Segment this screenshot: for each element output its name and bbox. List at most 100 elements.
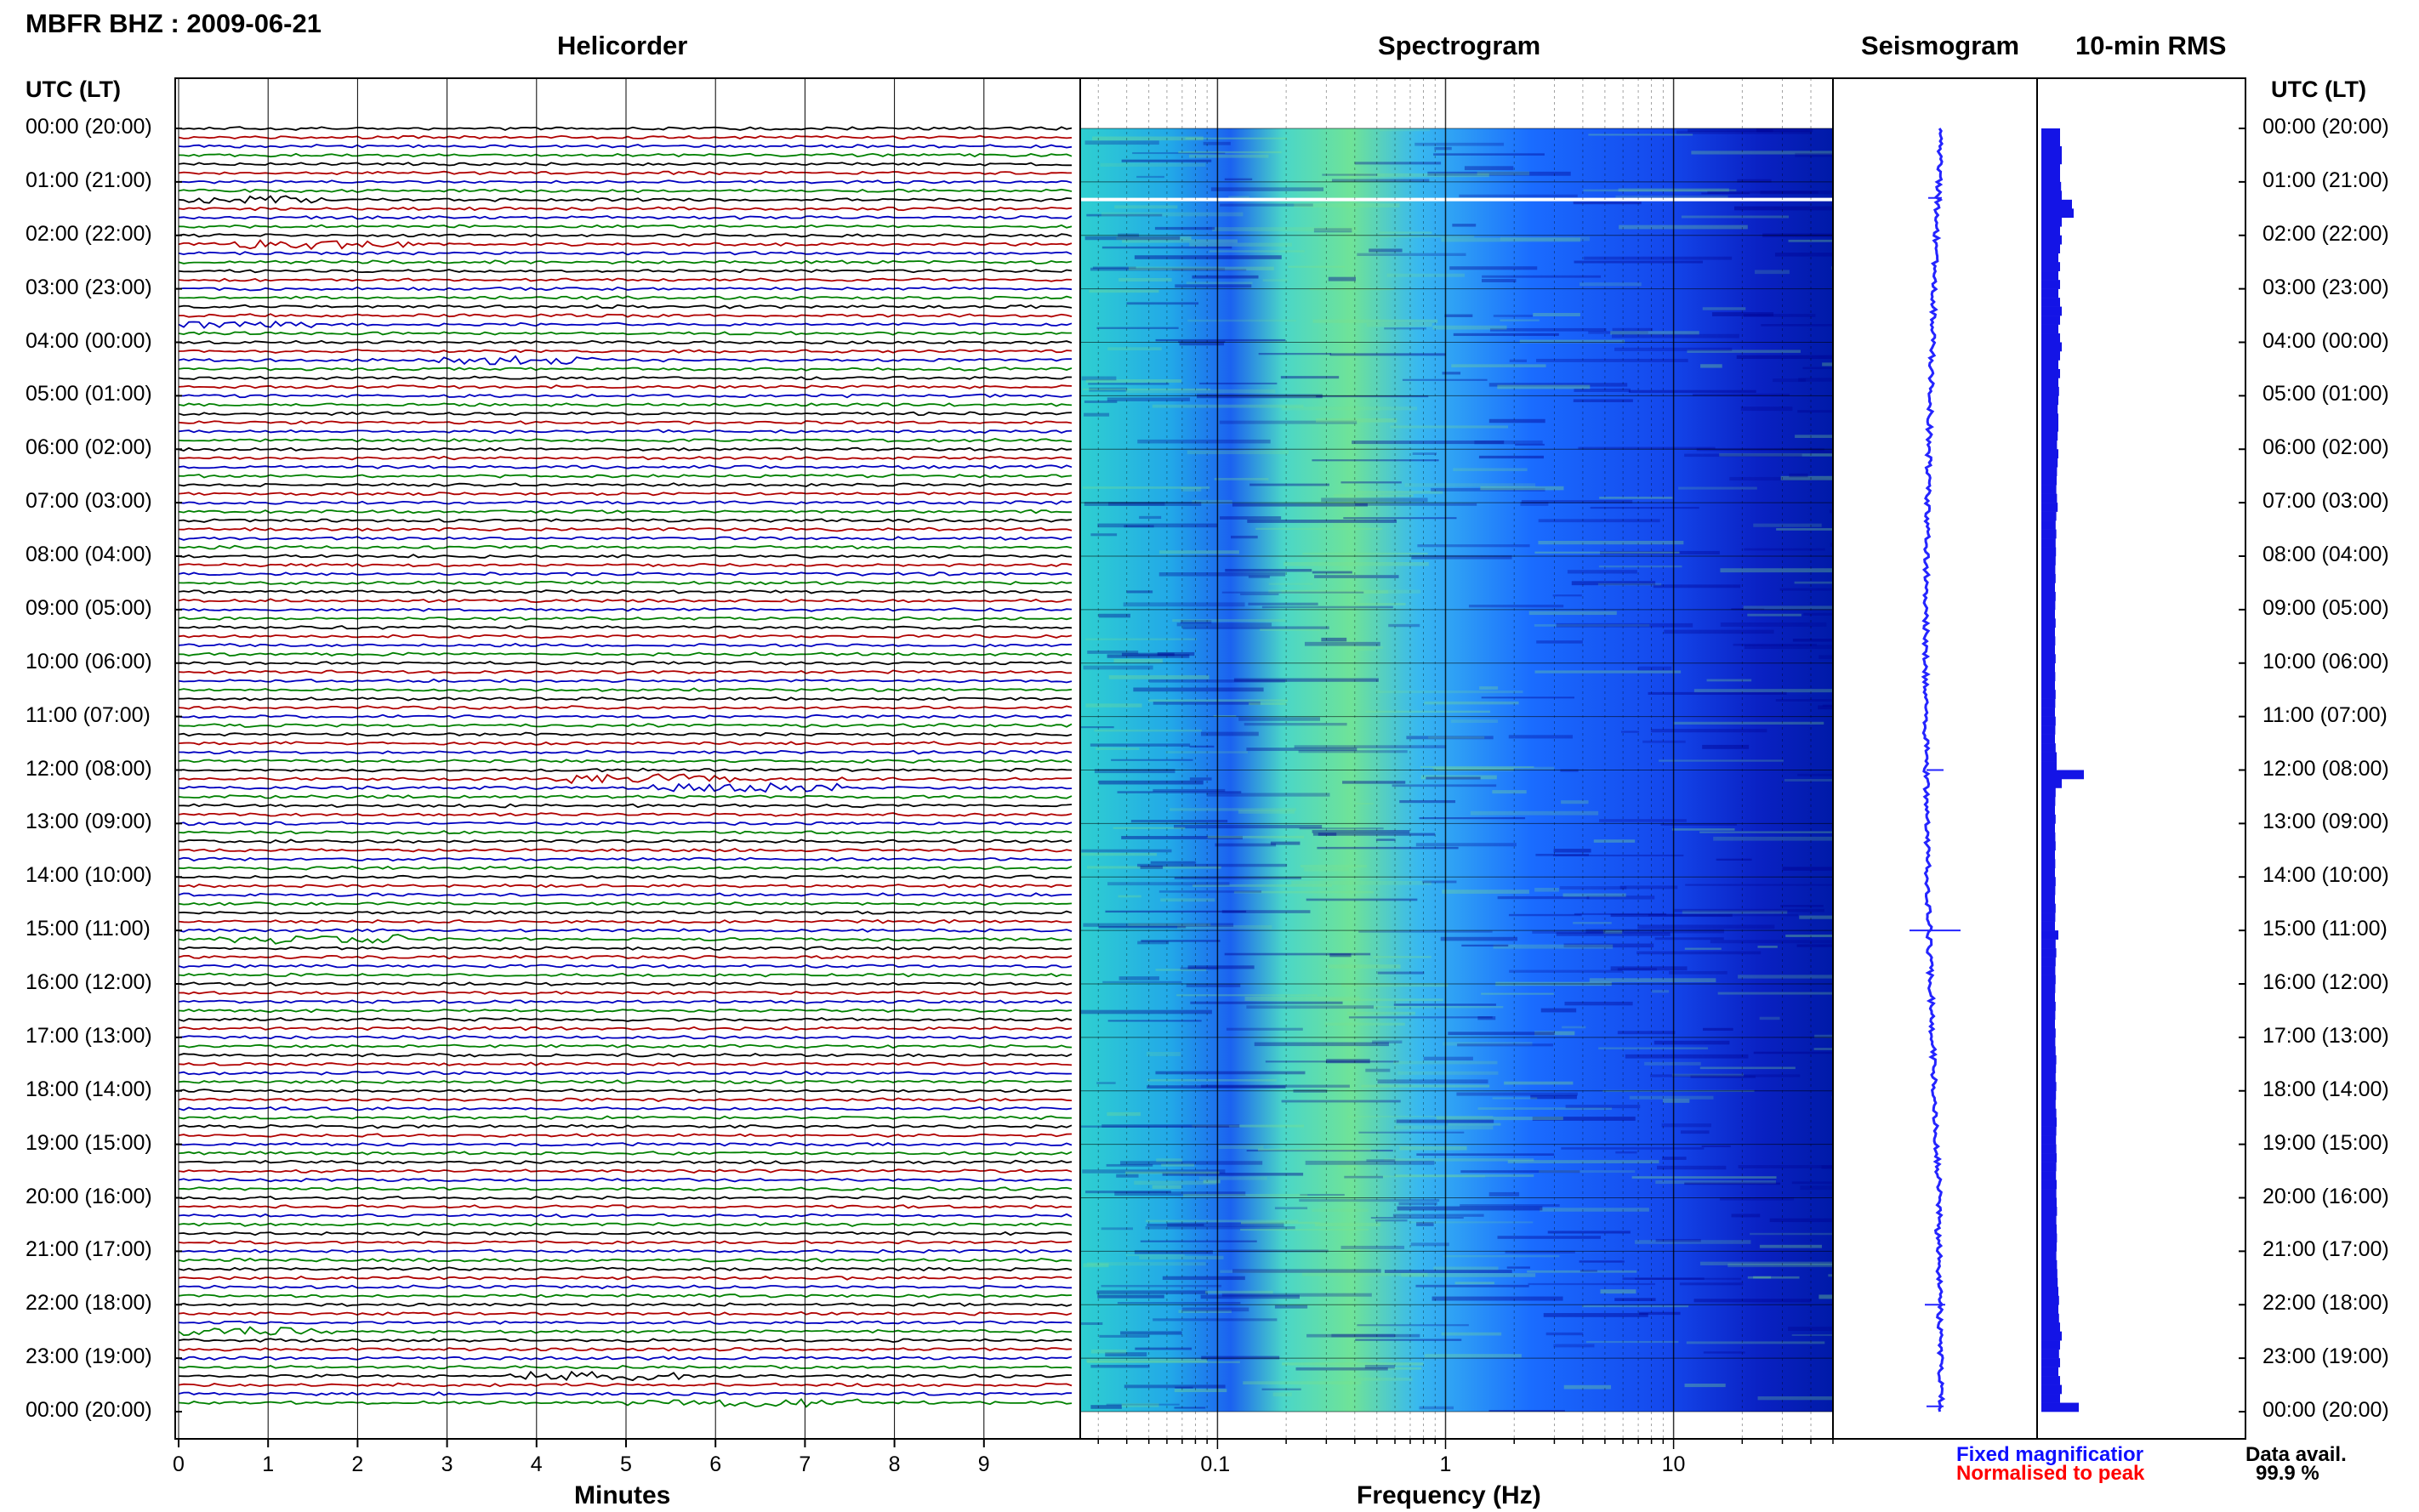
- spectrogram-streak: [1450, 719, 1499, 723]
- spectrogram-streak: [1304, 641, 1380, 646]
- time-label-left: 09:00 (05:00): [26, 595, 152, 620]
- spectrogram-streak: [1089, 387, 1127, 392]
- time-label-left: 01:00 (21:00): [26, 168, 152, 192]
- helicorder-trace: [178, 1222, 1073, 1227]
- helicorder-trace: [178, 1364, 1073, 1370]
- spectrogram-streak: [1780, 905, 1824, 907]
- spectrogram-streak: [1154, 226, 1215, 230]
- rms-bar: [2041, 1206, 2058, 1216]
- rms-bar: [2041, 493, 2058, 503]
- time-label-left: 15:00 (11:00): [26, 917, 151, 941]
- spectrogram-streak: [1757, 1396, 1833, 1401]
- rms-bar: [2041, 422, 2058, 432]
- spectrogram-streak: [1818, 705, 1833, 710]
- rms-bar: [2041, 1224, 2057, 1234]
- helicorder-trace: [178, 794, 1073, 799]
- spectrogram-streak: [1280, 376, 1340, 379]
- rms-bar: [2041, 895, 2055, 904]
- spectrogram-streak: [1454, 1282, 1494, 1285]
- time-label-left: 23:00 (19:00): [26, 1344, 152, 1369]
- spectrogram-streak: [1249, 483, 1329, 486]
- helicorder-trace: [178, 1382, 1073, 1388]
- rms-bar: [2041, 903, 2056, 913]
- spectrogram-streak: [1169, 808, 1297, 811]
- rms-bar: [2041, 288, 2058, 298]
- rms-bar: [2041, 511, 2057, 521]
- rms-bar: [2041, 1197, 2057, 1208]
- spectrogram-streak: [1260, 628, 1321, 631]
- spectrogram-streak: [1788, 239, 1833, 242]
- spectrogram-streak: [1553, 854, 1684, 857]
- spectrogram-streak: [1775, 699, 1833, 702]
- helicorder-trace: [178, 1195, 1073, 1201]
- spectrogram-streak: [1810, 450, 1833, 454]
- spectrogram-streak: [1175, 284, 1252, 288]
- spectrogram-streak: [1176, 622, 1272, 627]
- spectrogram-streak: [1480, 486, 1564, 491]
- spectrogram-streak: [1096, 1290, 1208, 1294]
- spectrogram-streak: [1134, 1250, 1213, 1254]
- spectrogram-streak: [1379, 231, 1432, 234]
- spectrogram-streak: [1688, 128, 1773, 133]
- helicorder-trace: [178, 687, 1073, 692]
- rms-bar: [2041, 1117, 2057, 1127]
- time-label-right: 23:00 (19:00): [2262, 1344, 2389, 1369]
- spectrogram-streak: [1352, 646, 1384, 649]
- spectrogram-streak: [1098, 613, 1130, 618]
- spectrogram-streak: [1221, 591, 1364, 594]
- spectrogram-streak: [1094, 769, 1175, 774]
- spectrogram-streak: [1527, 1270, 1637, 1273]
- spectrogram-streak: [1089, 289, 1159, 293]
- spectrogram-streak: [1092, 136, 1204, 141]
- helicorder-trace: [178, 1151, 1073, 1156]
- time-label-left: 21:00 (17:00): [26, 1237, 152, 1262]
- spectrogram-streak: [1782, 867, 1833, 871]
- spectrogram-streak: [1218, 1145, 1264, 1149]
- helicorder-trace: [178, 1204, 1073, 1209]
- rms-bar: [2041, 796, 2056, 806]
- rms-bar: [2041, 1171, 2057, 1180]
- spectrogram-streak: [1356, 491, 1443, 494]
- spectrogram-streak: [1246, 747, 1357, 752]
- helicorder-trace: [178, 286, 1073, 292]
- helicorder-trace: [178, 892, 1073, 897]
- spectrogram-streak: [1428, 736, 1485, 739]
- spectrogram-streak: [1588, 331, 1648, 334]
- rms-bar: [2041, 1037, 2056, 1047]
- spectrogram-streak: [1174, 1407, 1206, 1409]
- rms-bar: [2041, 181, 2062, 191]
- helicorder-trace: [178, 642, 1073, 648]
- rms-bar: [2041, 1287, 2058, 1297]
- time-label-right: 07:00 (03:00): [2262, 489, 2389, 514]
- helicorder-x-tick-label: 2: [351, 1452, 364, 1476]
- spectrogram-streak: [1153, 1318, 1278, 1322]
- rms-bar: [2041, 823, 2055, 833]
- helicorder-trace: [178, 518, 1073, 523]
- spectrogram-streak: [1427, 171, 1571, 176]
- spectrogram-streak: [1493, 944, 1614, 949]
- spectrogram-streak: [1615, 195, 1728, 199]
- spectrogram-streak: [1359, 1175, 1486, 1178]
- time-label-right: 06:00 (02:00): [2262, 435, 2389, 460]
- spectrogram-streak: [1668, 970, 1727, 975]
- spectrogram-streak: [1140, 865, 1164, 869]
- spectrogram-streak: [1215, 843, 1277, 847]
- spectrogram-streak: [1534, 888, 1559, 892]
- spectrogram-streak: [1158, 572, 1286, 577]
- spectrogram-streak: [1355, 1339, 1462, 1341]
- spectrogram-streak: [1107, 882, 1230, 886]
- spectrogram-streak: [1354, 162, 1442, 165]
- spectrogram-streak: [1743, 605, 1833, 610]
- spectrogram-streak: [1339, 1367, 1422, 1370]
- spectrogram-streak: [1797, 773, 1833, 776]
- spectrogram-streak: [1377, 971, 1425, 975]
- rms-bar: [2041, 565, 2056, 575]
- spectrogram-streak: [1101, 246, 1232, 249]
- spectrogram-streak: [1268, 589, 1421, 594]
- spectrogram-streak: [1795, 152, 1833, 157]
- spectrogram-streak: [1384, 1158, 1534, 1162]
- spectrogram-streak: [1291, 880, 1431, 885]
- spectrogram-streak: [1707, 190, 1819, 194]
- spectrogram-streak: [1313, 228, 1352, 233]
